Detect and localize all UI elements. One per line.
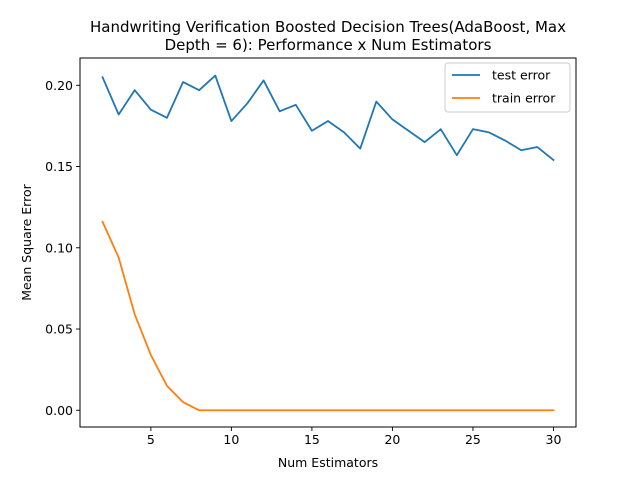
data-point-train-error (343, 409, 345, 411)
data-point-test-error (359, 148, 361, 150)
y-tick-label: 0.00 (45, 403, 73, 418)
y-tick-label: 0.20 (45, 78, 73, 93)
data-point-train-error (536, 409, 538, 411)
data-point-train-error (553, 409, 555, 411)
data-point-test-error (536, 146, 538, 148)
data-point-test-error (456, 154, 458, 156)
data-point-test-error (424, 141, 426, 143)
legend-label-train-error: train error (492, 91, 556, 106)
data-point-test-error (166, 117, 168, 119)
data-point-train-error (359, 409, 361, 411)
y-tick-label: 0.10 (45, 240, 73, 255)
chart-title-line-1: Handwriting Verification Boosted Decisio… (90, 18, 566, 36)
data-point-train-error (182, 401, 184, 403)
data-point-test-error (198, 89, 200, 91)
data-point-train-error (504, 409, 506, 411)
data-point-train-error (279, 409, 281, 411)
data-point-test-error (102, 76, 104, 78)
data-point-train-error (166, 385, 168, 387)
data-point-train-error (488, 409, 490, 411)
data-point-test-error (263, 80, 265, 82)
data-point-train-error (456, 409, 458, 411)
data-point-test-error (343, 132, 345, 134)
data-point-train-error (118, 257, 120, 259)
data-point-test-error (295, 104, 297, 106)
x-axis: 5 10 15 20 25 30 (147, 427, 562, 447)
data-point-test-error (247, 102, 249, 104)
axes-frame (79, 57, 577, 428)
data-point-train-error (375, 409, 377, 411)
data-point-test-error (472, 128, 474, 130)
data-point-test-error (408, 130, 410, 132)
data-point-train-error (150, 354, 152, 356)
x-tick-label: 25 (465, 432, 481, 447)
data-point-test-error (440, 128, 442, 130)
legend: test error train error (444, 62, 571, 113)
data-point-train-error (198, 409, 200, 411)
data-point-test-error (553, 159, 555, 161)
y-axis: 0.00 0.05 0.10 0.15 0.20 (45, 78, 80, 418)
data-point-train-error (520, 409, 522, 411)
data-point-train-error (134, 314, 136, 316)
data-point-test-error (504, 140, 506, 142)
data-point-test-error (150, 109, 152, 111)
data-point-test-error (118, 114, 120, 116)
data-point-train-error (440, 409, 442, 411)
data-point-test-error (214, 75, 216, 77)
data-point-train-error (102, 221, 104, 223)
data-point-train-error (230, 409, 232, 411)
series-line-test-error (101, 74, 555, 162)
data-point-test-error (230, 120, 232, 122)
x-tick-label: 30 (546, 432, 562, 447)
series-line-train-error (101, 220, 555, 412)
data-point-test-error (279, 110, 281, 112)
data-point-test-error (182, 81, 184, 83)
y-axis-label: Mean Square Error (19, 183, 34, 300)
y-tick-label: 0.05 (45, 322, 73, 337)
data-point-train-error (408, 409, 410, 411)
data-point-train-error (263, 409, 265, 411)
data-point-test-error (311, 130, 313, 132)
data-point-train-error (214, 409, 216, 411)
y-tick-label: 0.15 (45, 159, 73, 174)
x-tick-label: 20 (384, 432, 400, 447)
data-point-test-error (375, 101, 377, 103)
x-axis-label: Num Estimators (278, 455, 378, 470)
data-point-test-error (327, 120, 329, 122)
data-point-test-error (134, 89, 136, 91)
x-tick-label: 5 (147, 432, 155, 447)
data-point-train-error (424, 409, 426, 411)
data-point-test-error (488, 132, 490, 134)
data-point-train-error (311, 409, 313, 411)
data-point-train-error (327, 409, 329, 411)
legend-label-test-error: test error (492, 68, 551, 83)
data-point-test-error (520, 149, 522, 151)
x-tick-label: 15 (304, 432, 320, 447)
data-point-train-error (295, 409, 297, 411)
data-point-train-error (472, 409, 474, 411)
data-point-train-error (392, 409, 394, 411)
data-point-test-error (392, 119, 394, 121)
plot-area (101, 74, 555, 412)
data-point-train-error (247, 409, 249, 411)
chart-title-line-2: Depth = 6): Performance x Num Estimators (165, 36, 492, 54)
x-tick-label: 10 (223, 432, 239, 447)
